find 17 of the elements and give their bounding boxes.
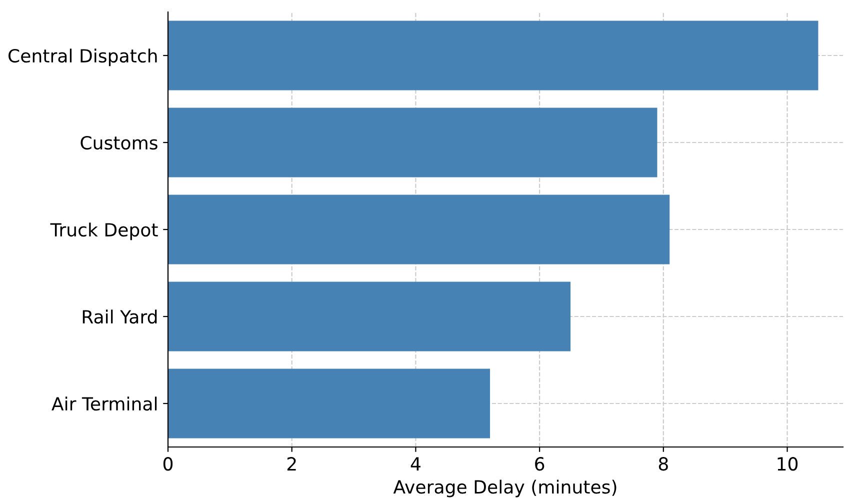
- bar: [168, 194, 670, 264]
- bar: [168, 108, 658, 178]
- y-tick-label: Customs: [80, 136, 158, 150]
- bar: [168, 282, 571, 352]
- x-axis-title: Average Delay (minutes): [393, 480, 616, 498]
- y-tick-label: Truck Depot: [50, 222, 158, 240]
- bar: [168, 368, 490, 438]
- x-tick-label: 8: [658, 457, 668, 471]
- y-tick-label: Rail Yard: [82, 310, 157, 324]
- bar: [168, 20, 818, 90]
- x-tick-label: 0: [163, 457, 173, 471]
- y-tick-label: Central Dispatch: [8, 48, 157, 66]
- x-tick-label: 6: [535, 457, 544, 471]
- x-tick-label: 2: [287, 457, 296, 470]
- x-tick-label: 4: [410, 457, 420, 470]
- x-tick-label: 10: [778, 457, 798, 471]
- y-tick-label: Air Terminal: [52, 396, 157, 411]
